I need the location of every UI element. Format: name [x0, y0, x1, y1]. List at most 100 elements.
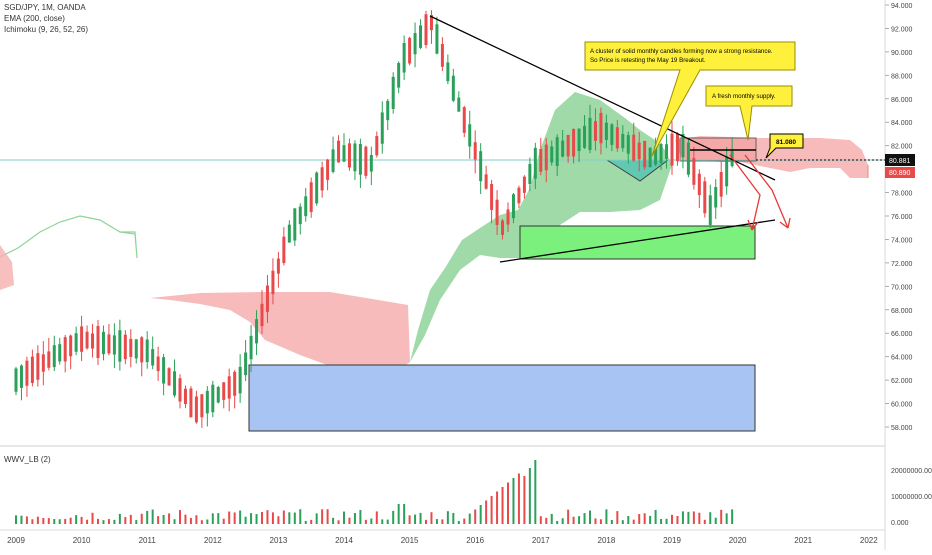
- volume-bar: [463, 518, 466, 524]
- volume-bar: [523, 476, 526, 524]
- volume-bar: [304, 520, 307, 524]
- volume-bar: [321, 509, 324, 524]
- candle-body: [211, 384, 215, 413]
- candle-body: [134, 339, 138, 359]
- volume-bar: [605, 509, 608, 524]
- y-tick-label: 78.000: [891, 191, 913, 198]
- volume-bar: [654, 509, 657, 524]
- volume-bar: [239, 510, 242, 524]
- volume-bar: [20, 515, 23, 524]
- candle-body: [30, 356, 34, 384]
- candle-body: [473, 142, 477, 160]
- volume-bars: [15, 460, 734, 524]
- candle-body: [566, 134, 570, 157]
- candle-body: [462, 107, 466, 133]
- volume-bar: [310, 519, 313, 524]
- candle-body: [593, 121, 597, 141]
- volume-bar: [31, 519, 34, 524]
- volume-bar: [102, 520, 105, 524]
- volume-bar: [714, 517, 717, 524]
- ichimoku-span-line: [0, 215, 138, 259]
- y-tick-label: 74.000: [891, 237, 913, 244]
- candle-body: [69, 335, 73, 357]
- volume-bar: [671, 514, 673, 524]
- y-tick-label: 86.000: [891, 97, 913, 104]
- volume-bar: [512, 478, 515, 524]
- candle-body: [692, 158, 696, 185]
- candle-body: [424, 14, 428, 45]
- x-axis: 2009 2010 2011 2012 2013 2014 2015 2016 2017 2018…: [7, 536, 878, 545]
- volume-bar: [47, 518, 50, 524]
- volume-bar: [621, 520, 624, 524]
- volume-bar: [157, 516, 160, 524]
- volume-bar: [425, 519, 427, 524]
- ema-price-label: 80.890: [889, 170, 911, 177]
- candle-body: [189, 388, 193, 418]
- symbol-title[interactable]: SGD/JPY, 1M, OANDA: [4, 3, 86, 12]
- candle-body: [293, 208, 297, 241]
- volume-bar: [124, 517, 127, 524]
- volume-bar: [490, 496, 493, 524]
- volume-bar: [343, 511, 345, 524]
- volume-bar: [364, 519, 367, 524]
- volume-bar: [282, 510, 285, 524]
- candle-body: [555, 137, 559, 166]
- candle-body: [342, 145, 346, 162]
- volume-bar: [441, 519, 444, 524]
- volume-bar: [638, 514, 641, 524]
- candle-body: [271, 270, 275, 295]
- volume-bar: [485, 500, 488, 524]
- volume-bar: [610, 520, 613, 524]
- candle-body: [511, 194, 515, 219]
- candle-body: [419, 25, 423, 48]
- ema-price-label-bg: [885, 167, 915, 178]
- volume-bar: [261, 511, 263, 524]
- candle-body: [25, 360, 29, 386]
- y-tick-label: 64.000: [891, 355, 913, 362]
- volume-bar: [250, 513, 253, 524]
- volume-bar: [25, 516, 28, 524]
- indicator-ema-label[interactable]: EMA (200, close): [4, 14, 65, 23]
- candle-body: [173, 371, 177, 396]
- volume-bar: [140, 513, 143, 524]
- candle-body: [233, 371, 237, 396]
- volume-bar: [326, 509, 329, 524]
- volume-bar: [86, 519, 89, 524]
- volume-indicator-label[interactable]: WWV_LB (2): [4, 455, 51, 464]
- candle-body: [91, 333, 95, 349]
- volume-bar: [266, 510, 269, 524]
- candle-body: [140, 337, 144, 363]
- volume-bar: [15, 515, 17, 524]
- candle-body: [222, 382, 226, 400]
- indicator-ichimoku-label[interactable]: Ichimoku (9, 26, 52, 26): [4, 25, 89, 34]
- candle-body: [408, 37, 412, 64]
- volume-bar: [479, 505, 482, 524]
- projection-arrows: [729, 154, 791, 231]
- volume-bar: [135, 520, 138, 524]
- y-tick-label: 84.000: [891, 120, 913, 127]
- volume-bar: [599, 519, 602, 524]
- candle-body: [708, 195, 712, 225]
- volume-bar: [468, 513, 471, 524]
- candle-body: [331, 149, 335, 172]
- candle-body: [326, 159, 330, 180]
- red-arrow-1-head: [747, 219, 759, 231]
- candle-body: [725, 156, 729, 187]
- x-tick-label: 2013: [270, 536, 288, 545]
- candle-body: [588, 117, 592, 151]
- x-tick-label: 2017: [532, 536, 550, 545]
- volume-bar: [206, 519, 209, 524]
- volume-bar: [534, 460, 537, 524]
- candle-body: [522, 176, 526, 193]
- volume-bar: [556, 520, 559, 524]
- volume-bar: [501, 487, 504, 524]
- cloud-red-left: [0, 245, 14, 290]
- volume-bar: [168, 513, 171, 524]
- x-tick-label: 2016: [466, 536, 484, 545]
- candle-body: [468, 124, 472, 147]
- volume-bar: [572, 516, 575, 524]
- cloud-red-mid: [135, 258, 410, 372]
- volume-bar: [446, 511, 449, 524]
- candle-body: [287, 224, 291, 243]
